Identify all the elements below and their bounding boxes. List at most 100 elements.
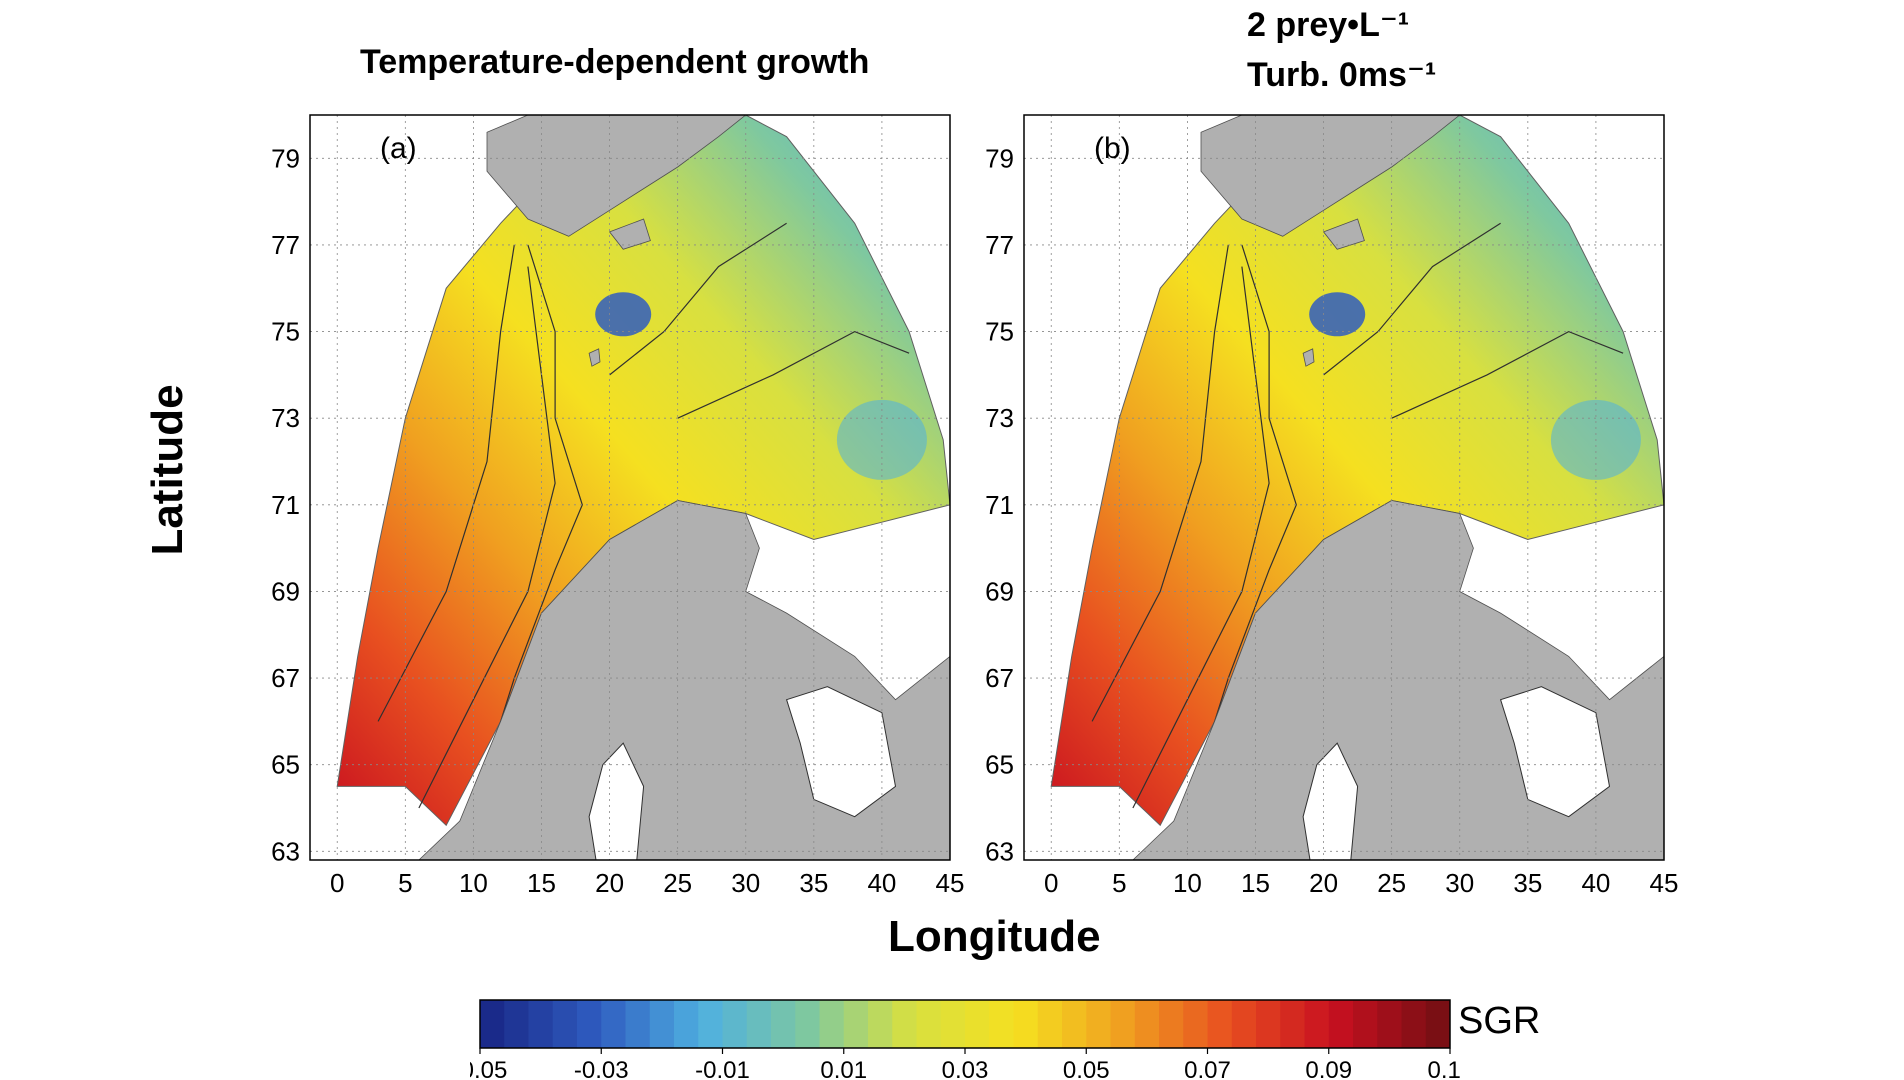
land-edgeoya <box>608 218 651 250</box>
x-tick-label: 20 <box>1309 868 1338 898</box>
colorbar-tick-label: -0.03 <box>574 1057 629 1080</box>
panel-tag: (b) <box>1094 132 1131 165</box>
colorbar-segment <box>552 1000 578 1048</box>
land-edgeoya <box>1322 218 1365 250</box>
y-tick-label: 75 <box>985 317 1014 347</box>
sgr-low-region <box>1309 292 1366 337</box>
colorbar-segment <box>771 1000 796 1048</box>
colorbar-segment <box>1353 1000 1378 1048</box>
colorbar-segment <box>1110 1000 1136 1048</box>
colorbar-tick-label: 0.11 <box>1428 1057 1460 1080</box>
colorbar-segment <box>940 1000 966 1048</box>
colorbar-segment <box>674 1000 699 1048</box>
x-tick-label: 0 <box>1044 868 1058 898</box>
x-tick-label: 30 <box>731 868 760 898</box>
y-axis-label: Latitude <box>143 384 192 556</box>
colorbar-tick-label: 0.07 <box>1184 1057 1231 1080</box>
gulf-of-bothnia <box>1302 742 1359 860</box>
sgr-low-region <box>595 292 652 337</box>
panel-b-title-line1: 2 prey•L⁻¹ <box>1247 6 1410 44</box>
colorbar-segment <box>1134 1000 1160 1048</box>
colorbar-segment <box>868 1000 893 1048</box>
colorbar-segment <box>1086 1000 1111 1048</box>
colorbar-segment <box>722 1000 748 1048</box>
depth-contour <box>377 244 515 722</box>
y-tick-label: 67 <box>271 663 300 693</box>
x-tick-label: 5 <box>1112 868 1126 898</box>
colorbar-tick-label: 0.03 <box>942 1057 989 1080</box>
land-bear-island <box>588 348 601 367</box>
colorbar-segment <box>1280 1000 1305 1048</box>
colorbar-segment <box>601 1000 626 1048</box>
colorbar-tick-label: 0.05 <box>1063 1057 1110 1080</box>
y-tick-label: 69 <box>271 576 300 606</box>
colorbar-tick-label: -0.05 <box>470 1057 507 1080</box>
colorbar-segment <box>892 1000 917 1048</box>
x-tick-label: 40 <box>1581 868 1610 898</box>
white-sea <box>785 686 897 818</box>
y-tick-label: 65 <box>985 750 1014 780</box>
colorbar-segment <box>528 1000 554 1048</box>
depth-contour <box>1091 244 1229 722</box>
colorbar-segment <box>1231 1000 1257 1048</box>
y-tick-label: 77 <box>271 230 300 260</box>
x-tick-label: 25 <box>1377 868 1406 898</box>
colorbar-segment <box>1377 1000 1402 1048</box>
panel-b-title-line2: Turb. 0ms⁻¹ <box>1247 56 1437 94</box>
colorbar-segment <box>1328 1000 1354 1048</box>
y-tick-label: 79 <box>985 143 1014 173</box>
depth-contour <box>1323 222 1501 376</box>
colorbar-segment <box>1159 1000 1184 1048</box>
x-tick-label: 10 <box>459 868 488 898</box>
depth-contour <box>677 330 910 419</box>
depth-contour <box>1391 330 1624 419</box>
axes-frame <box>309 114 951 861</box>
x-tick-label: 10 <box>1173 868 1202 898</box>
x-tick-label: 35 <box>1513 868 1542 898</box>
colorbar-segment <box>698 1000 723 1048</box>
colorbar-segment <box>1013 1000 1039 1048</box>
colorbar-segment <box>1304 1000 1330 1048</box>
x-tick-label: 35 <box>799 868 828 898</box>
colorbar-segment <box>1037 1000 1063 1048</box>
land-svalbard <box>1200 115 1461 237</box>
x-axis-label: Longitude <box>888 912 1101 961</box>
y-tick-label: 65 <box>271 750 300 780</box>
y-tick-label: 69 <box>985 576 1014 606</box>
land-bear-island <box>1302 348 1315 367</box>
y-tick-label: 77 <box>985 230 1014 260</box>
panel-a-map: 0 5 10 15 20 25 30 35 40 45 63 65 67 69 71 73 75 77 79 (a) <box>271 114 964 898</box>
colorbar-label: SGR <box>1458 1000 1541 1042</box>
colorbar-segment <box>480 1000 505 1048</box>
x-tick-label: 40 <box>867 868 896 898</box>
colorbar-segment <box>843 1000 869 1048</box>
colorbar-segment <box>819 1000 845 1048</box>
y-tick-label: 71 <box>271 490 300 520</box>
land-svalbard <box>486 115 747 237</box>
depth-contour <box>1132 266 1270 809</box>
colorbar-segment <box>746 1000 772 1048</box>
y-tick-label: 71 <box>985 490 1014 520</box>
colorbar-tick-label: 0.01 <box>820 1057 867 1080</box>
colorbar-segment <box>965 1000 990 1048</box>
colorbar-segment <box>1062 1000 1087 1048</box>
x-tick-label: 30 <box>1445 868 1474 898</box>
x-tick-label: 25 <box>663 868 692 898</box>
colorbar-segment <box>1207 1000 1233 1048</box>
colorbar-segment <box>1401 1000 1427 1048</box>
white-sea <box>1499 686 1611 818</box>
colorbar-segment <box>1256 1000 1281 1048</box>
colorbar-tick-label: 0.09 <box>1305 1057 1352 1080</box>
x-tick-label: 45 <box>936 868 965 898</box>
colorbar-segment <box>1425 1000 1451 1048</box>
colorbar-tick-label: -0.01 <box>695 1057 750 1080</box>
x-tick-label: 5 <box>398 868 412 898</box>
gulf-of-bothnia <box>588 742 645 860</box>
y-tick-label: 73 <box>271 403 300 433</box>
colorbar: -0.05 -0.03 -0.01 0.01 0.03 0.05 0.07 0.09 0.11 <box>470 999 1460 1080</box>
colorbar-segment <box>795 1000 820 1048</box>
y-tick-label: 63 <box>985 836 1014 866</box>
colorbar-segment <box>577 1000 602 1048</box>
colorbar-segment <box>625 1000 651 1048</box>
colorbar-segment <box>649 1000 675 1048</box>
